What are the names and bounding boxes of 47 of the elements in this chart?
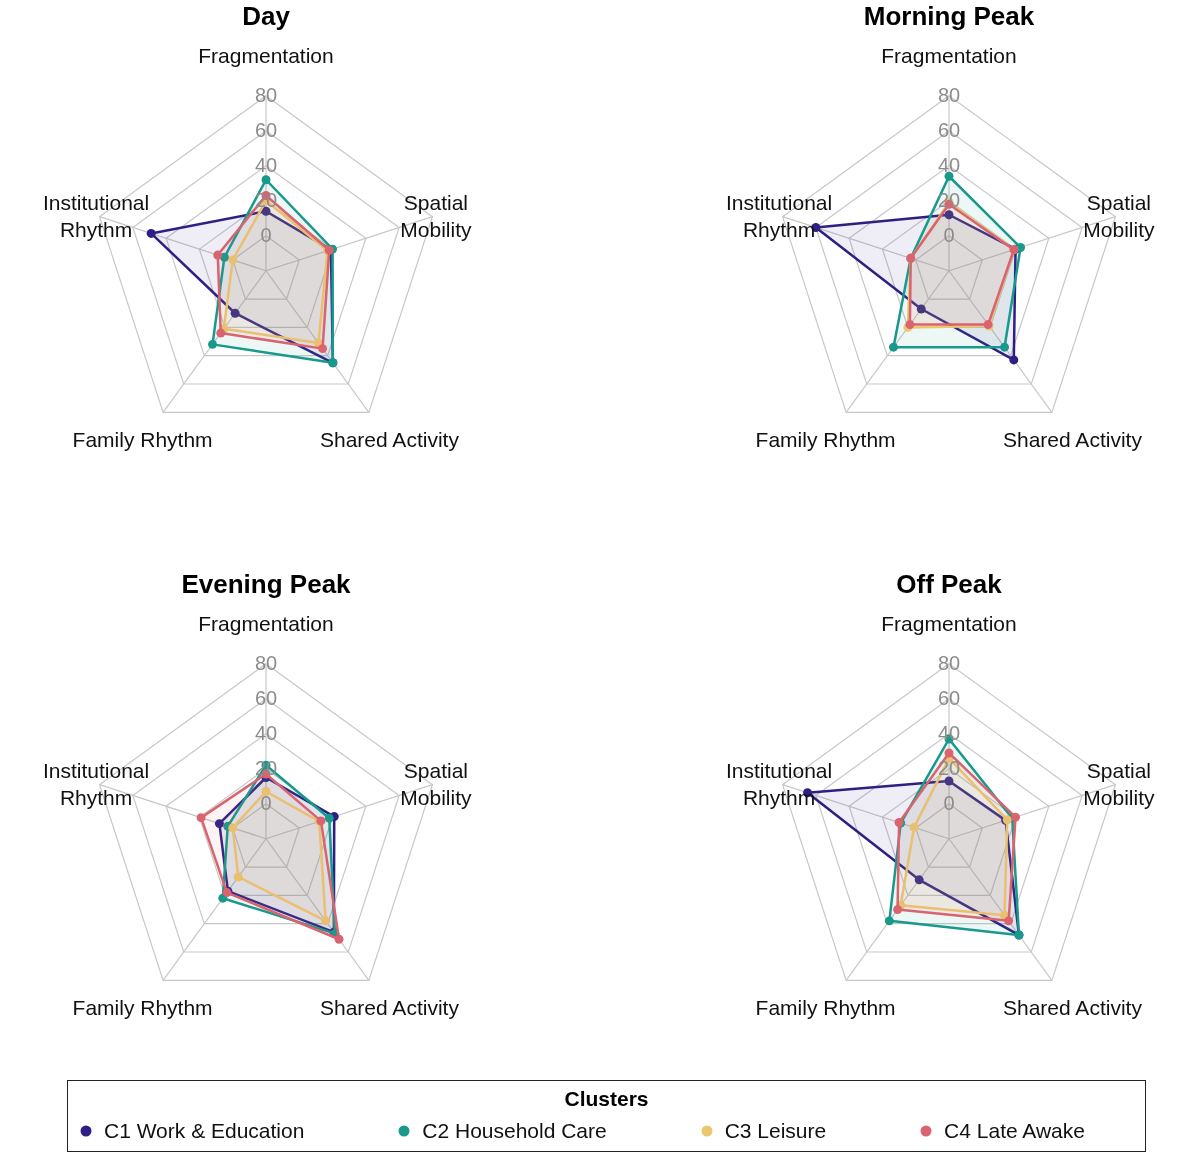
spoke-label: Spatial Mobility	[1083, 191, 1156, 242]
spoke-label: Spatial Mobility	[1083, 759, 1156, 810]
y-tick-label: 40	[254, 153, 278, 176]
spoke-label: Family Rhythm	[755, 995, 896, 1019]
chart-title: Evening Peak	[181, 569, 352, 599]
spoke-label: Family Rhythm	[755, 427, 896, 451]
y-tick-label: 60	[937, 686, 961, 709]
legend-label: C3 Leisure	[724, 1119, 827, 1143]
y-tick-label: 80	[254, 83, 278, 106]
legend-label: C4 Late Awake	[944, 1119, 1085, 1143]
legend-label: C2 Household Care	[422, 1119, 607, 1143]
legend-label: C1 Work & Education	[104, 1119, 305, 1143]
y-tick-label: 0	[943, 223, 955, 246]
y-tick-label: 0	[260, 223, 272, 246]
y-tick-label: 60	[254, 118, 278, 141]
spoke-label: Institutional Rhythm	[725, 191, 833, 242]
legend-title: Clusters	[563, 1087, 650, 1111]
y-tick-label: 20	[254, 188, 278, 211]
spoke-label: Shared Activity	[1002, 995, 1143, 1019]
chart-title: Day	[242, 1, 291, 31]
spoke-label: Family Rhythm	[72, 995, 213, 1019]
y-tick-label: 80	[254, 651, 278, 674]
y-tick-label: 20	[254, 756, 278, 779]
spoke-label: Family Rhythm	[72, 427, 213, 451]
spoke-label: Shared Activity	[319, 427, 460, 451]
y-tick-label: 80	[937, 83, 961, 106]
spoke-label: Spatial Mobility	[400, 191, 473, 242]
y-tick-label: 40	[937, 721, 961, 744]
spoke-label: Shared Activity	[1002, 427, 1143, 451]
y-tick-label: 40	[254, 721, 278, 744]
spoke-label: Institutional Rhythm	[42, 759, 150, 810]
y-tick-label: 60	[937, 118, 961, 141]
spoke-label: Institutional Rhythm	[725, 759, 833, 810]
y-tick-label: 0	[943, 791, 955, 814]
chart-title: Morning Peak	[863, 1, 1035, 31]
spoke-label: Fragmentation	[881, 612, 1017, 636]
y-tick-label: 60	[254, 686, 278, 709]
spoke-label: Fragmentation	[881, 44, 1017, 68]
chart-title: Off Peak	[896, 569, 1003, 599]
spoke-label: Institutional Rhythm	[42, 191, 150, 242]
spoke-label: Fragmentation	[198, 612, 334, 636]
y-tick-label: 80	[937, 651, 961, 674]
y-tick-label: 0	[260, 791, 272, 814]
y-tick-label: 40	[937, 153, 961, 176]
spoke-label: Shared Activity	[319, 995, 460, 1019]
spoke-label: Fragmentation	[198, 44, 334, 68]
spoke-label: Spatial Mobility	[400, 759, 473, 810]
